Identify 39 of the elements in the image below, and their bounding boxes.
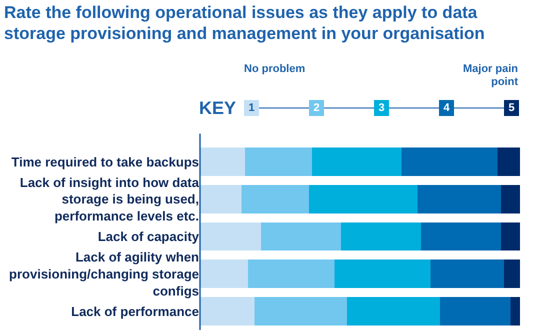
bar <box>347 297 440 326</box>
bar <box>242 184 309 214</box>
text: 1 <box>244 100 259 116</box>
chart-title: Rate the following operational issues as they apply to data storage provisioning and management in your organisation <box>4 2 486 44</box>
bar <box>334 260 430 288</box>
bar <box>440 297 510 326</box>
bar <box>418 184 501 214</box>
bar <box>200 297 254 326</box>
bar <box>420 222 501 251</box>
bar <box>248 260 334 288</box>
y-tick-label: Lack of performance <box>71 304 199 319</box>
bar <box>254 297 348 326</box>
y-tick-label: Lack of insight into how data storage is being used, performance levels etc. <box>20 174 200 224</box>
y-tick-label: Lack of capacity <box>98 229 200 244</box>
bar <box>244 147 312 176</box>
text: Major pain point <box>462 63 518 89</box>
bar <box>498 147 520 176</box>
bar <box>500 222 520 251</box>
y-tick-label: Time required to take backups <box>11 154 199 170</box>
bar <box>510 297 520 326</box>
bar <box>500 184 520 214</box>
text: 2 <box>309 100 324 116</box>
bar <box>308 184 418 214</box>
text: No problem <box>244 63 306 76</box>
bar <box>200 222 261 251</box>
bar <box>312 147 402 176</box>
text: 3 <box>374 100 389 116</box>
text: 5 <box>504 100 519 116</box>
bar <box>260 222 341 251</box>
legend-title: KEY <box>199 98 236 119</box>
bar <box>200 260 248 288</box>
bar <box>200 184 242 214</box>
bar <box>504 260 520 288</box>
bar <box>340 222 421 251</box>
bar <box>430 260 504 288</box>
bar <box>402 147 498 176</box>
y-tick-label: Lack of agility when provisioning/changing storage configs <box>9 250 200 298</box>
text: 4 <box>439 100 454 116</box>
bar <box>200 147 245 176</box>
